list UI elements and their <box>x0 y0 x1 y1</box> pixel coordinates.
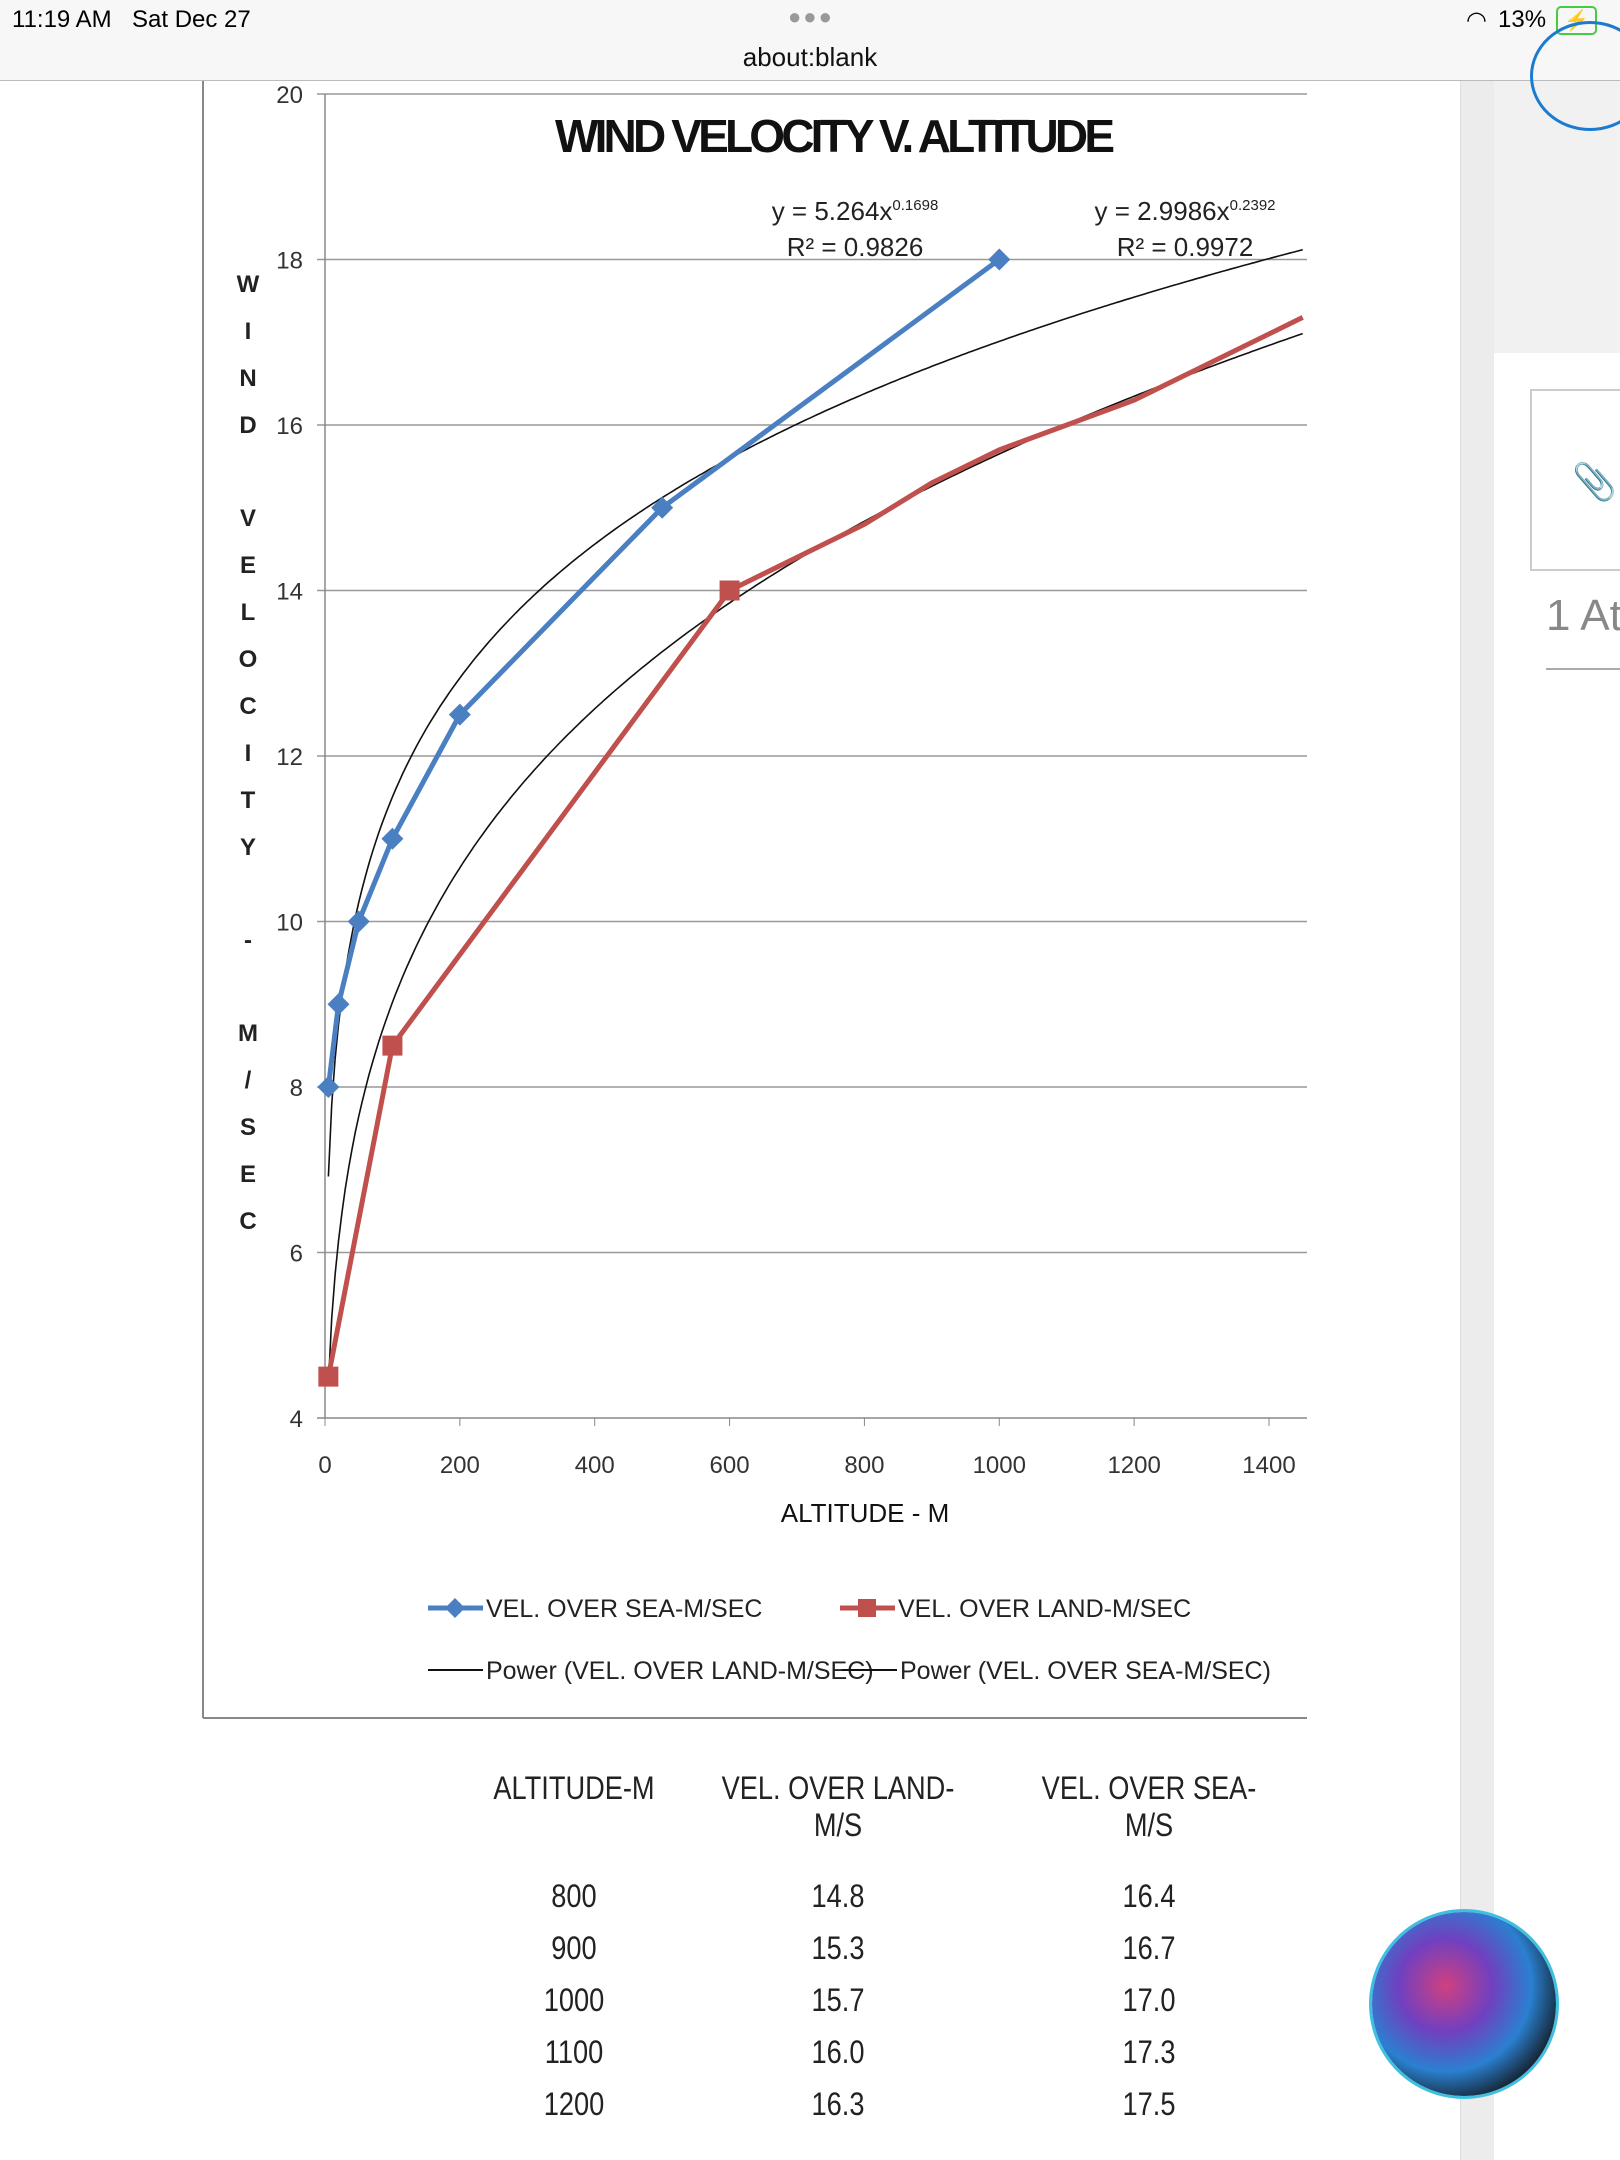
data-point-land <box>719 580 740 601</box>
header-area <box>1494 21 1620 353</box>
data-point-sea <box>381 827 404 850</box>
y-tick-label: 12 <box>276 744 303 771</box>
series-line-land <box>325 315 1304 1378</box>
divider <box>1546 668 1620 670</box>
x-tick-label: 1400 <box>1242 1452 1295 1479</box>
table-cell: 800 <box>551 1878 597 1914</box>
table-cell: 16.7 <box>1122 1930 1176 1966</box>
svg-text:O: O <box>239 646 258 673</box>
x-tick-label: 0 <box>318 1452 331 1479</box>
svg-text:E: E <box>240 552 256 579</box>
siri-orb-icon[interactable] <box>1372 1912 1556 2096</box>
legend-label: Power (VEL. OVER SEA-M/SEC) <box>900 1657 1271 1685</box>
attachment-tile[interactable]: 📎 <box>1530 389 1620 571</box>
trendline-sea <box>327 248 1303 1177</box>
legend-label: VEL. OVER LAND-M/SEC <box>898 1595 1191 1623</box>
svg-text:/: / <box>245 1067 252 1094</box>
data-point-land <box>318 1366 339 1387</box>
x-tick-label: 1200 <box>1107 1452 1160 1479</box>
x-tick-label: 200 <box>440 1452 480 1479</box>
table-cell: 15.7 <box>811 1982 865 2018</box>
y-tick-label: 6 <box>290 1241 303 1268</box>
svg-text:M: M <box>238 1020 258 1047</box>
y-tick-label: 14 <box>276 579 303 606</box>
data-point-sea <box>317 1076 340 1098</box>
table-cell: 14.8 <box>811 1878 865 1914</box>
trendline-land <box>327 332 1303 1385</box>
y-tick-label: 20 <box>276 82 303 109</box>
trendline-r2: R² = 0.9826 <box>787 232 924 262</box>
table-cell: 17.5 <box>1122 2086 1176 2122</box>
y-tick-label: 10 <box>276 910 303 937</box>
y-tick-label: 8 <box>290 1075 303 1102</box>
x-tick-label: 600 <box>710 1452 750 1479</box>
table-cell: 17.3 <box>1122 2034 1176 2070</box>
y-tick-label: 4 <box>290 1406 303 1433</box>
svg-text:I: I <box>245 318 252 345</box>
table-cell: 16.3 <box>811 2086 865 2122</box>
y-tick-label: 16 <box>276 413 303 440</box>
table-cell: 16.4 <box>1122 1878 1176 1914</box>
svg-text:E: E <box>240 1161 256 1188</box>
battery-percent: 13% <box>1498 6 1547 33</box>
svg-text:T: T <box>241 787 256 814</box>
svg-text:D: D <box>239 412 256 439</box>
data-point-land <box>382 1035 403 1056</box>
table-header: VEL. OVER SEA-M/S <box>1041 1770 1257 1843</box>
table-cell: 17.0 <box>1122 1982 1176 2018</box>
scroll-divider[interactable] <box>1460 81 1494 2160</box>
svg-text:I: I <box>245 740 252 767</box>
series-line-sea <box>325 257 1001 1088</box>
data-point-sea <box>327 993 350 1016</box>
svg-text:C: C <box>239 1208 256 1235</box>
more-dots-icon[interactable]: ●●● <box>788 4 834 29</box>
table-cell: 1200 <box>543 2086 605 2122</box>
date: Sat Dec 27 <box>132 6 251 33</box>
right-panel: 📎 1 At <box>1494 21 1620 2160</box>
data-point-sea <box>988 248 1011 271</box>
trendline-equation: y = 5.264x0.1698 <box>772 196 939 226</box>
trendline-r2: R² = 0.9972 <box>1117 232 1254 262</box>
x-tick-label: 400 <box>575 1452 615 1479</box>
legend-marker <box>858 1599 876 1617</box>
table-header: ALTITUDE-M <box>493 1770 655 1806</box>
data-point-sea <box>347 910 370 933</box>
address-bar[interactable]: about:blank <box>742 42 878 72</box>
x-tick-label: 1000 <box>973 1452 1026 1479</box>
table-cell: 900 <box>551 1930 597 1966</box>
table-cell: 16.0 <box>811 2034 865 2070</box>
paperclip-icon: 📎 <box>1572 461 1617 502</box>
svg-text:N: N <box>239 365 256 392</box>
trendline-equation: y = 2.9986x0.2392 <box>1094 196 1275 226</box>
y-tick-label: 18 <box>276 248 303 275</box>
svg-text:L: L <box>241 599 256 626</box>
legend-label: VEL. OVER SEA-M/SEC <box>486 1595 762 1623</box>
time: 11:19 AM <box>12 6 112 33</box>
table-header: VEL. OVER LAND-M/S <box>721 1770 955 1843</box>
svg-text:-: - <box>244 927 252 954</box>
data-point-sea <box>651 496 674 519</box>
table-cell: 1100 <box>544 2034 604 2070</box>
data-point-sea <box>448 703 471 726</box>
attachments-label: 1 At <box>1546 591 1620 640</box>
legend-marker <box>445 1598 465 1618</box>
svg-text:C: C <box>239 693 256 720</box>
legend-label: Power (VEL. OVER LAND-M/SEC) <box>486 1657 874 1685</box>
wifi-icon: ◠ <box>1466 7 1487 34</box>
x-axis-label: ALTITUDE - M <box>781 1498 950 1528</box>
svg-text:S: S <box>240 1114 256 1141</box>
chart-title: WIND VELOCITY V. ALTITUDE <box>555 110 1115 162</box>
svg-text:V: V <box>240 505 256 532</box>
svg-text:Y: Y <box>240 834 256 861</box>
x-tick-label: 800 <box>844 1452 884 1479</box>
table-cell: 15.3 <box>811 1930 865 1966</box>
status-bar: 11:19 AM Sat Dec 27 ●●● ◠ 13% ⚡ about:bl… <box>0 0 1620 81</box>
table-cell: 1000 <box>543 1982 605 2018</box>
svg-text:W: W <box>237 271 260 298</box>
